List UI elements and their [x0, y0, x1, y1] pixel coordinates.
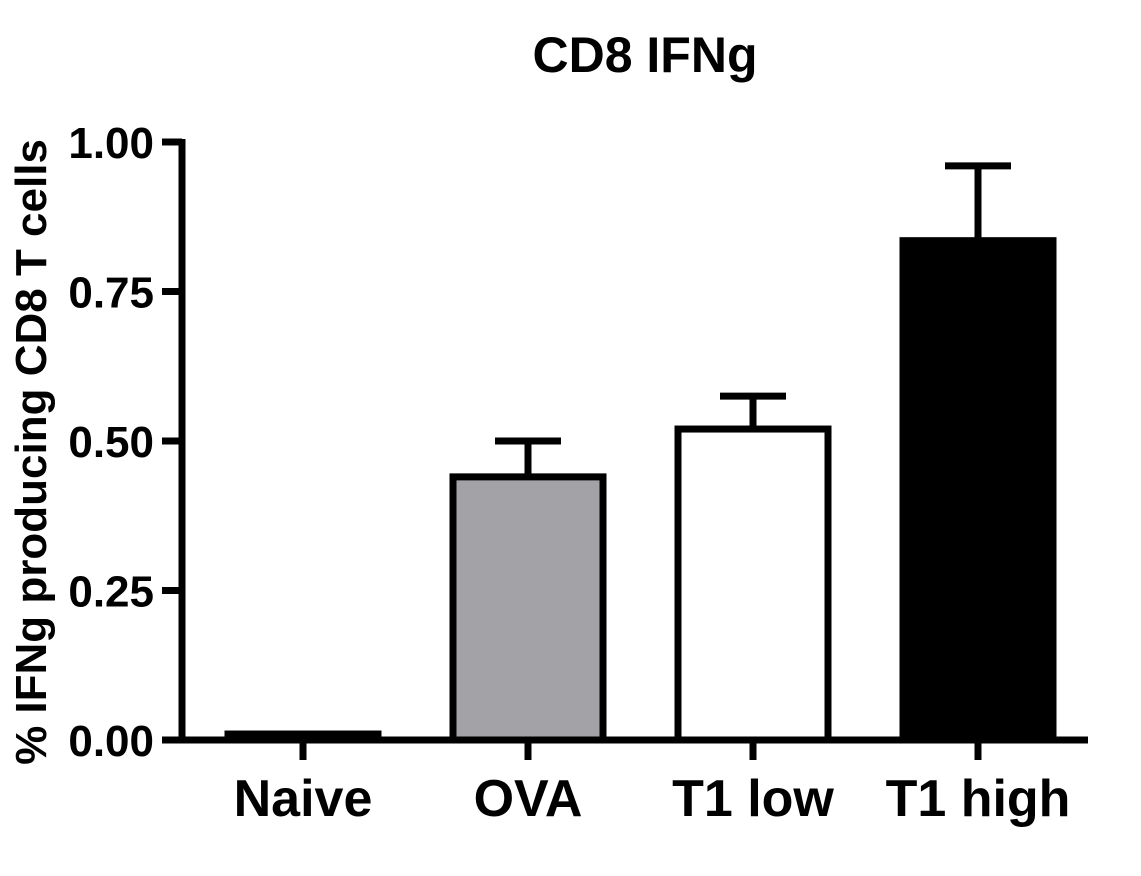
y-tick-label: 0.25	[68, 568, 154, 617]
y-axis-label: % IFNg producing CD8 T cells	[7, 139, 56, 765]
plot-area: 0.00 0.25 0.50 0.75 1.00 Naive OVA T1 low T1 hig…	[68, 119, 1088, 828]
x-tick-label: Naive	[234, 770, 373, 828]
x-tick-label: T1 low	[672, 770, 834, 828]
chart-title: CD8 IFNg	[533, 27, 758, 83]
y-tick-label: 0.75	[68, 269, 154, 318]
bar-t1-high	[899, 237, 1057, 744]
y-tick-label: 0.50	[68, 418, 154, 467]
x-tick-label: T1 high	[886, 770, 1071, 828]
bar-ova	[449, 473, 607, 744]
bar-t1-low	[674, 425, 832, 744]
x-tick-label: OVA	[474, 770, 583, 828]
y-tick-label: 0.00	[68, 717, 154, 766]
y-tick-label: 1.00	[68, 119, 154, 168]
